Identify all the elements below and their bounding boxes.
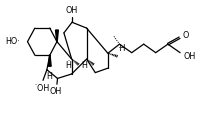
Text: OH: OH [183,52,196,61]
Text: H: H [46,72,52,81]
Polygon shape [48,55,51,66]
Polygon shape [56,30,58,42]
Text: ·H: ·H [118,44,126,53]
Text: O: O [183,31,189,40]
Text: Ḣ: Ḣ [81,61,87,70]
Text: OH: OH [66,6,78,15]
Text: Ḣ: Ḣ [65,61,71,70]
Text: OH: OH [50,87,62,96]
Text: ˙OH: ˙OH [33,84,49,93]
Text: HO·: HO· [5,37,20,46]
